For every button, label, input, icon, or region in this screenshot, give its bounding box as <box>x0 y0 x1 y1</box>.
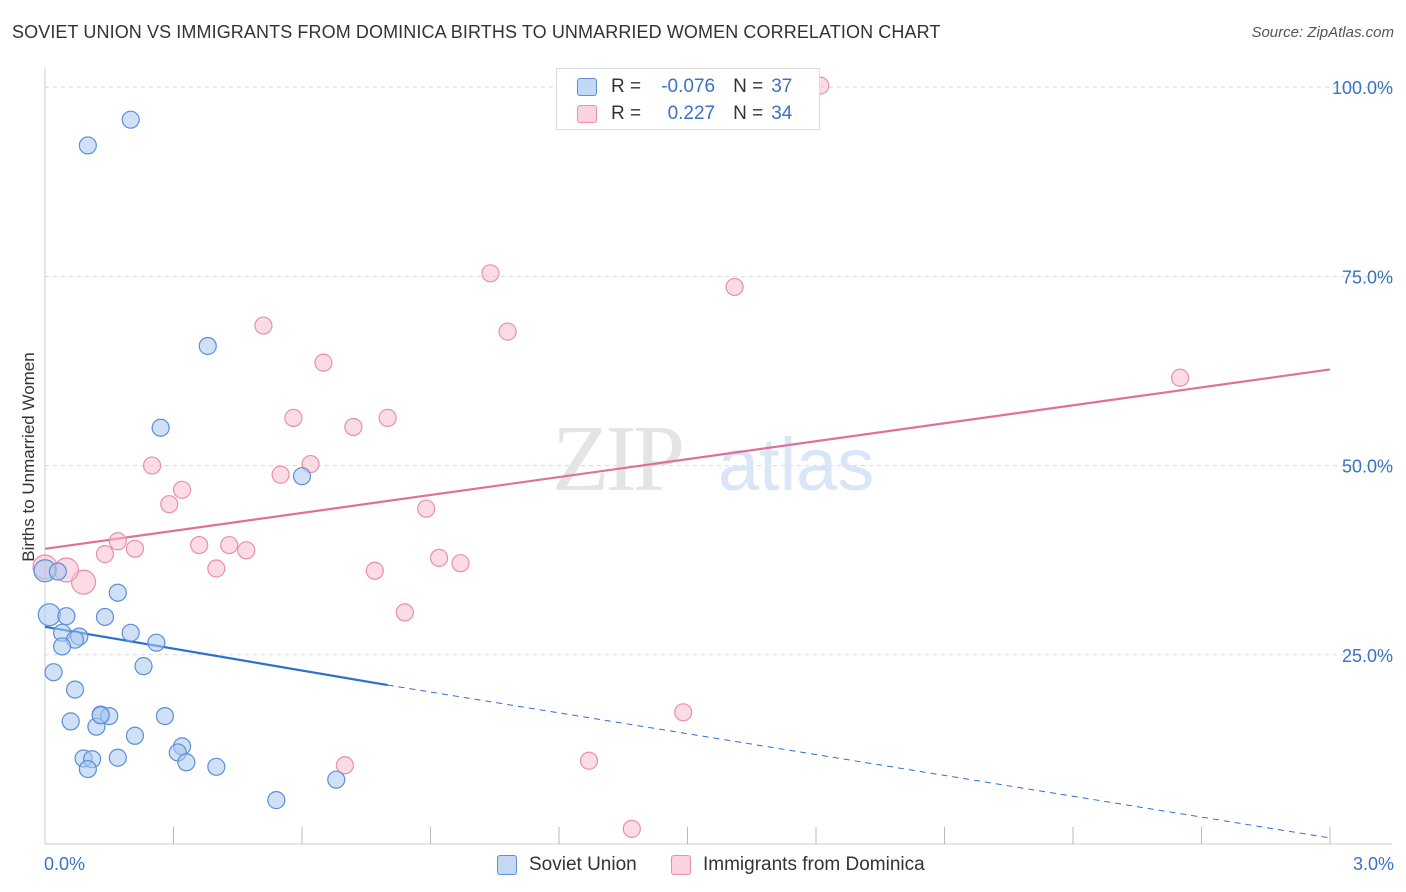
legend-n-value-soviet: 37 <box>771 76 793 97</box>
point-soviet-9 <box>57 607 76 626</box>
point-dominica-21 <box>95 545 115 564</box>
watermark-zip: ZIP <box>552 407 682 511</box>
x-tick-label-0: 0.0% <box>44 854 85 874</box>
correlation-legend: R = -0.076 N = 37 R = 0.227 N = 34 <box>556 68 820 130</box>
legend-swatch-dominica <box>577 105 597 123</box>
points-soviet <box>33 110 346 810</box>
x-tick-labels: 0.0% 3.0% <box>44 854 1394 874</box>
point-dominica-25 <box>207 559 226 578</box>
legend-row-dominica: R = 0.227 N = 34 <box>577 101 792 127</box>
legend-swatch-soviet <box>577 78 597 96</box>
point-soviet-35 <box>327 770 346 789</box>
legend-r-value-dominica: 0.227 <box>667 103 716 124</box>
point-dominica-8 <box>378 408 397 427</box>
point-soviet-3 <box>151 418 170 437</box>
point-soviet-36 <box>91 706 110 725</box>
point-dominica-19 <box>125 539 145 558</box>
trend-line-soviet <box>44 625 1331 839</box>
point-soviet-13 <box>121 623 140 642</box>
point-dominica-32 <box>622 819 641 838</box>
y-tick-label-0: 25.0% <box>1342 646 1393 666</box>
grid-lines <box>45 86 1392 656</box>
point-soviet-33 <box>207 757 226 776</box>
point-dominica-22 <box>429 548 449 568</box>
point-dominica-18 <box>220 535 239 555</box>
trend-line-dominica-solid <box>44 368 1331 550</box>
trend-line-soviet-solid <box>44 625 388 687</box>
legend-item-dominica[interactable]: Immigrants from Dominica <box>671 851 925 879</box>
point-dominica-31 <box>579 751 599 770</box>
chart-title: SOVIET UNION VS IMMIGRANTS FROM DOMINICA… <box>12 22 941 42</box>
point-soviet-18 <box>44 663 63 682</box>
legend-label-soviet: Soviet Union <box>529 854 637 875</box>
point-dominica-14 <box>160 495 179 514</box>
legend-n-label-soviet: N = <box>733 76 764 97</box>
legend-row-soviet: R = -0.076 N = 37 <box>577 74 792 100</box>
point-dominica-5 <box>314 353 333 372</box>
point-dominica-6 <box>1170 368 1190 387</box>
point-soviet-16 <box>53 637 72 656</box>
x-tick-label-1: 3.0% <box>1353 854 1394 874</box>
y-tick-label-1: 50.0% <box>1342 457 1393 477</box>
point-dominica-13 <box>172 480 192 499</box>
point-dominica-29 <box>674 703 693 722</box>
point-dominica-10 <box>142 456 162 475</box>
y-axis-label: Births to Unmarried Women <box>19 352 38 561</box>
legend-swatch-soviet-bottom <box>497 855 517 875</box>
point-dominica-16 <box>108 532 127 551</box>
point-soviet-32 <box>78 759 97 779</box>
y-tick-label-2: 75.0% <box>1342 267 1393 287</box>
point-dominica-9 <box>344 417 363 437</box>
legend-r-label-dominica: R = <box>611 103 642 124</box>
point-soviet-0 <box>121 110 140 129</box>
point-soviet-4 <box>292 467 312 486</box>
point-soviet-2 <box>198 336 217 356</box>
point-dominica-17 <box>190 535 209 555</box>
point-dominica-15 <box>417 499 436 518</box>
point-soviet-6 <box>48 562 67 581</box>
trend-line-soviet-dashed <box>387 684 1331 839</box>
point-soviet-10 <box>95 607 115 627</box>
legend-label-dominica: Immigrants from Dominica <box>703 854 925 875</box>
point-soviet-31 <box>177 753 196 772</box>
legend-r-value-soviet: -0.076 <box>661 76 716 97</box>
point-soviet-34 <box>267 791 286 810</box>
point-soviet-19 <box>65 680 85 699</box>
y-tick-label-3: 100.0% <box>1332 78 1393 98</box>
point-soviet-20 <box>61 712 80 731</box>
legend-item-soviet[interactable]: Soviet Union <box>497 851 637 879</box>
legend-n-label-dominica: N = <box>733 103 764 124</box>
point-dominica-20 <box>237 541 256 560</box>
point-dominica-23 <box>451 554 470 573</box>
point-soviet-25 <box>125 726 145 745</box>
point-soviet-7 <box>108 583 127 602</box>
source-label: Source: ZipAtlas.com <box>1251 24 1394 41</box>
point-soviet-17 <box>134 657 153 676</box>
legend-swatch-dominica-bottom <box>671 855 691 875</box>
point-dominica-28 <box>395 603 414 622</box>
point-soviet-30 <box>108 748 127 767</box>
point-dominica-7 <box>284 408 303 427</box>
point-dominica-2 <box>725 277 744 297</box>
point-dominica-26 <box>365 561 384 580</box>
watermark: ZIP atlas <box>552 407 874 511</box>
point-soviet-23 <box>155 706 175 726</box>
point-soviet-1 <box>78 136 97 155</box>
point-dominica-4 <box>498 322 517 341</box>
point-soviet-8 <box>37 603 61 627</box>
point-dominica-27 <box>70 569 97 595</box>
legend-n-value-dominica: 34 <box>771 103 793 124</box>
axes <box>44 68 1392 845</box>
series-legend: Soviet Union Immigrants from Dominica <box>0 851 1406 879</box>
legend-r-label-soviet: R = <box>611 76 642 97</box>
point-dominica-3 <box>254 316 273 335</box>
point-dominica-30 <box>335 756 354 775</box>
y-tick-labels: 25.0% 50.0% 75.0% 100.0% <box>1332 78 1393 666</box>
point-dominica-1 <box>481 264 500 283</box>
point-dominica-12 <box>271 465 290 484</box>
trend-line-dominica <box>44 368 1331 550</box>
points-dominica <box>32 76 1190 838</box>
point-soviet-15 <box>147 633 166 652</box>
